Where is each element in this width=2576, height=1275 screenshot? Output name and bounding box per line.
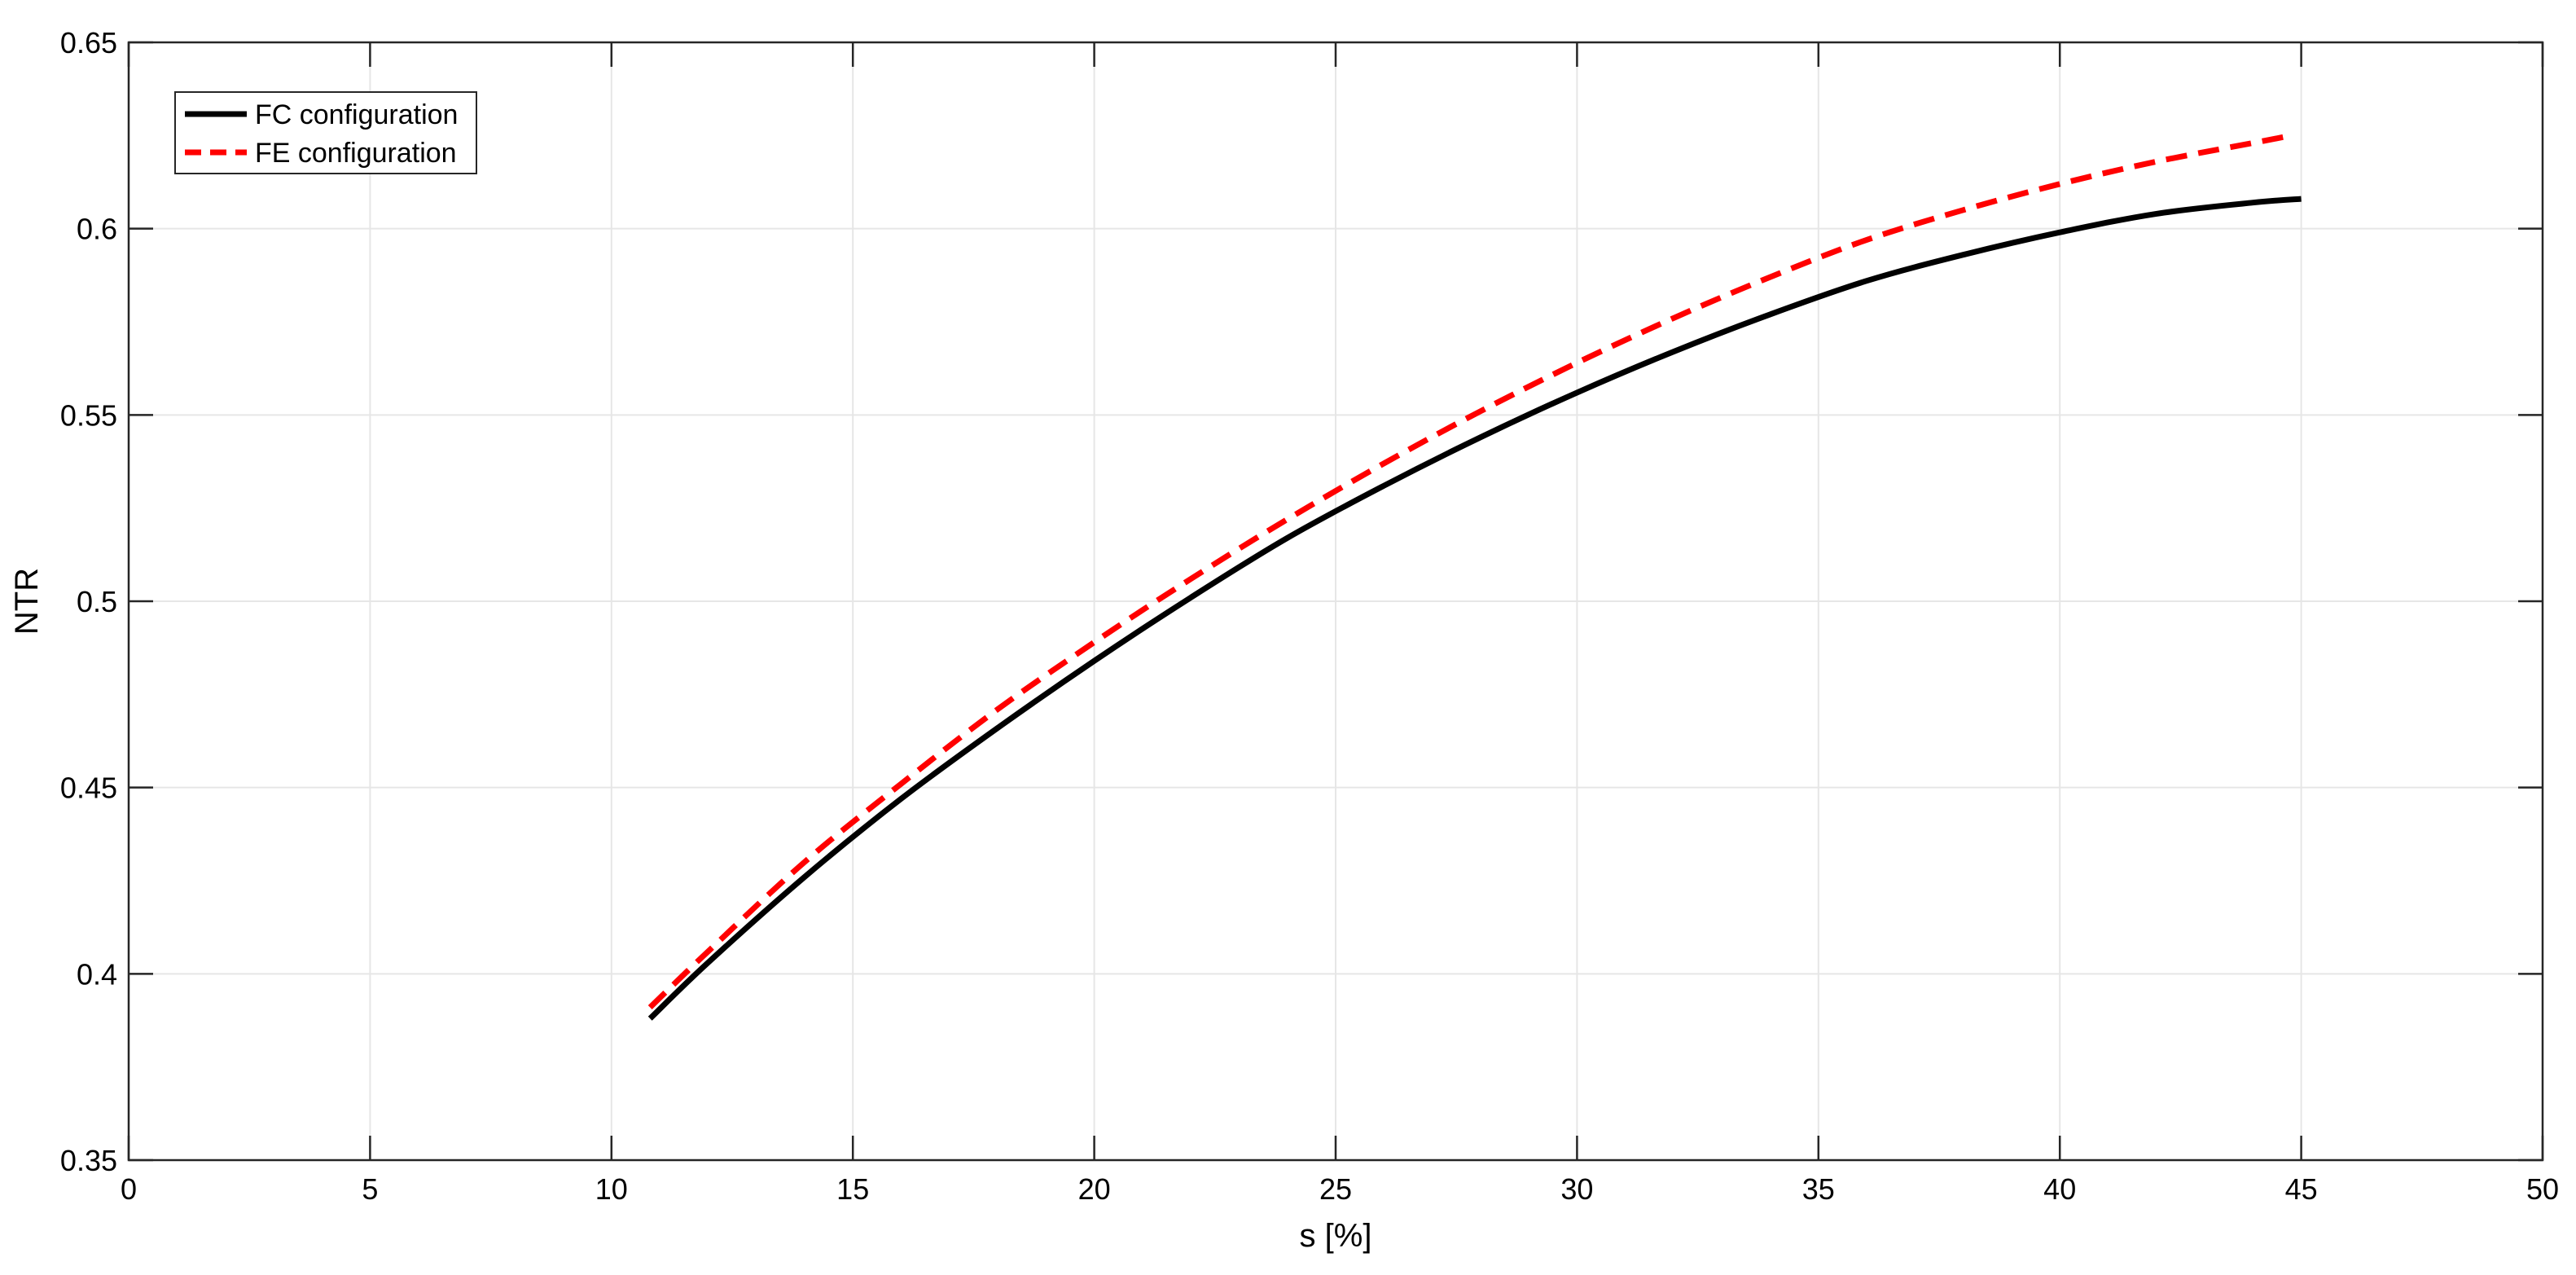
x-tick-label: 40 (2043, 1172, 2076, 1206)
x-tick-label: 5 (362, 1172, 378, 1206)
series-line-fc (647, 196, 2302, 1021)
x-tick-label: 15 (836, 1172, 869, 1206)
x-tick-label: 30 (1560, 1172, 1593, 1206)
ticks (127, 41, 2544, 1162)
series-layer (647, 132, 2302, 1021)
x-tick-label: 10 (595, 1172, 628, 1206)
y-tick-label: 0.65 (60, 26, 117, 59)
legend-label-fc: FC configuration (255, 99, 458, 130)
x-tick-label: 0 (121, 1172, 137, 1206)
legend: FC configuration FE configuration (174, 91, 477, 174)
x-tick-label: 25 (1319, 1172, 1352, 1206)
y-tick-label: 0.6 (77, 213, 117, 246)
x-tick-label: 20 (1078, 1172, 1111, 1206)
x-tick-label: 35 (1802, 1172, 1835, 1206)
y-axis-label: NTR (9, 568, 45, 635)
x-tick-label: 45 (2285, 1172, 2318, 1206)
y-tick-label: 0.5 (77, 585, 117, 618)
series-line-fe (647, 132, 2293, 1010)
y-tick-label: 0.55 (60, 398, 117, 432)
y-tick-label: 0.45 (60, 772, 117, 805)
x-tick-label: 50 (2526, 1172, 2559, 1206)
y-tick-label: 0.35 (60, 1144, 117, 1177)
y-tick-label: 0.4 (77, 957, 117, 991)
x-axis-label: s [%] (1300, 1218, 1372, 1254)
tick-labels: 0 5 10 15 20 25 30 35 40 45 50 0.35 0.4 0.45 0.5 0.55 0.… (60, 26, 2559, 1206)
legend-label-fe: FE configuration (255, 138, 457, 169)
legend-box (174, 91, 477, 174)
